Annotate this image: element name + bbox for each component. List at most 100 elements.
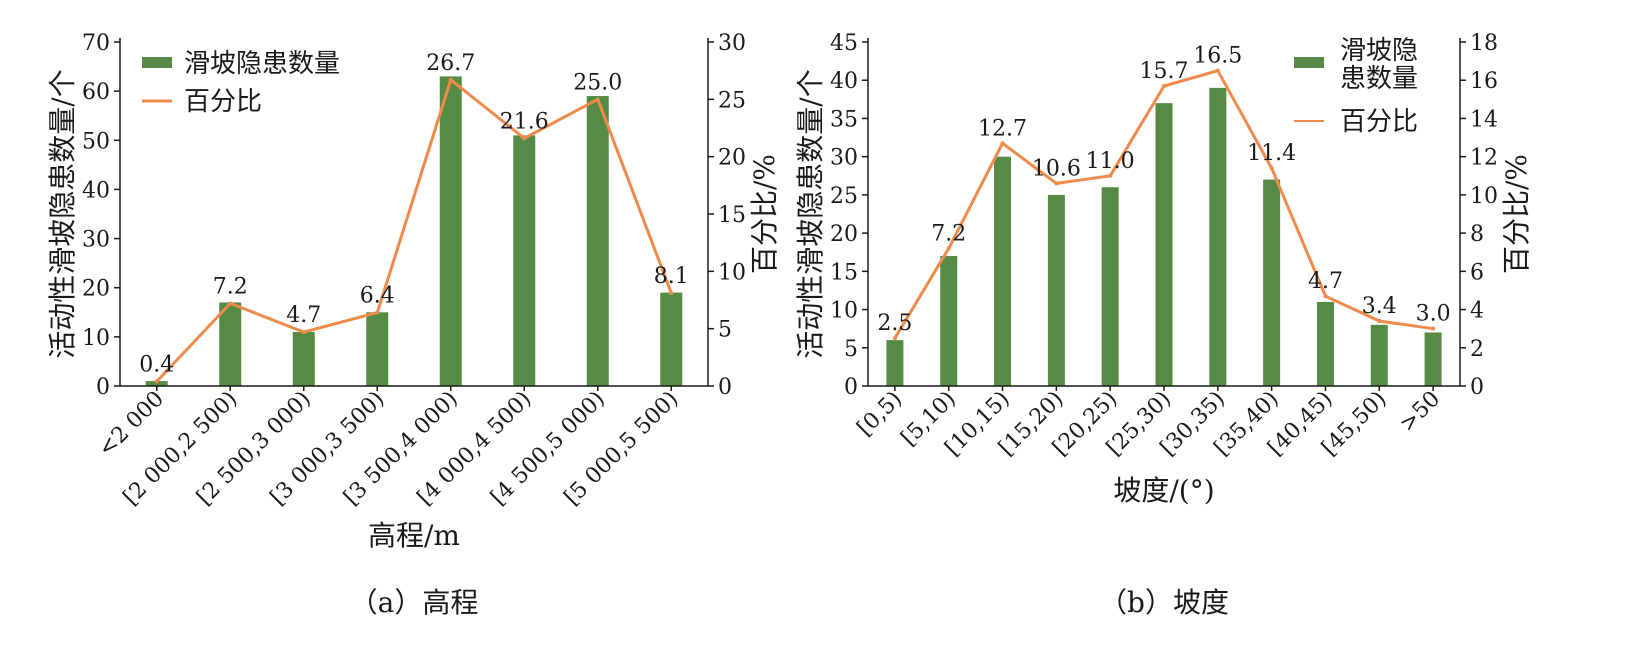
y-tick-label-1: 10: [82, 326, 110, 351]
line-point-1: [228, 301, 233, 306]
line-point-7: [669, 291, 674, 296]
data-label-2: 4.7: [286, 303, 321, 328]
y2-tick-label-1: 2: [1470, 337, 1484, 362]
legend-line-label: 百分比: [1340, 107, 1418, 137]
y-tick-label-4: 20: [830, 222, 858, 247]
data-label-0: 0.4: [139, 352, 174, 377]
x-axis-title: 坡度/(°): [1113, 474, 1214, 507]
y-tick-label-0: 0: [844, 375, 858, 400]
y2-tick-label-2: 10: [718, 260, 746, 285]
legend-bar-swatch: [142, 57, 172, 68]
bar-8: [1316, 301, 1334, 386]
line-point-0: [154, 379, 159, 384]
y-tick-label-5: 25: [830, 184, 858, 209]
bar-4: [439, 76, 462, 387]
line-point-3: [1054, 181, 1059, 186]
y-tick-label-6: 60: [82, 80, 110, 105]
legend-bar-swatch: [1294, 57, 1324, 68]
data-label-6: 16.5: [1193, 44, 1242, 69]
y-axis-title: 活动性滑坡隐患数量/个: [794, 69, 827, 358]
data-label-7: 8.1: [654, 264, 689, 289]
bar-1: [940, 256, 958, 386]
percent-line: [155, 78, 673, 383]
line-point-4: [1108, 173, 1113, 178]
y-tick-label-8: 40: [830, 69, 858, 94]
line-point-9: [1377, 319, 1382, 324]
line-point-6: [595, 97, 600, 102]
y2-tick-label-6: 30: [718, 31, 746, 56]
bar-2: [292, 331, 315, 386]
bar-0: [145, 381, 168, 386]
line-point-7: [1269, 166, 1274, 171]
bar-6: [1209, 87, 1227, 386]
line-point-6: [1215, 68, 1220, 73]
data-label-4: 11.0: [1086, 149, 1135, 174]
data-label-0: 2.5: [877, 311, 912, 336]
data-label-3: 6.4: [360, 284, 395, 309]
y2-tick-label-5: 10: [1470, 184, 1498, 209]
y-axis-title: 活动性滑坡隐患数量/个: [46, 69, 79, 358]
data-label-8: 4.7: [1308, 269, 1343, 294]
line-point-5: [522, 136, 527, 141]
y2-tick-label-9: 18: [1470, 31, 1498, 56]
bar-3: [1047, 194, 1065, 386]
y-tick-label-4: 40: [82, 178, 110, 203]
line-point-1: [946, 246, 951, 251]
data-label-2: 12.7: [978, 116, 1027, 141]
y-tick-label-3: 30: [82, 228, 110, 253]
y-tick-label-1: 5: [844, 337, 858, 362]
line-point-8: [1323, 294, 1328, 299]
bar-2: [994, 156, 1012, 386]
bar-5: [1155, 103, 1173, 387]
x-tick-label-10: >50: [1395, 387, 1446, 438]
data-label-5: 15.7: [1140, 59, 1189, 84]
y-tick-label-3: 15: [830, 260, 858, 285]
figure-caption: （b）坡度: [1099, 586, 1229, 619]
data-label-3: 10.6: [1032, 156, 1081, 181]
y2-tick-label-5: 25: [718, 88, 746, 113]
chart-0: 0.47.24.76.426.721.625.08.10102030405060…: [46, 31, 781, 619]
data-label-1: 7.2: [931, 221, 966, 246]
line-point-2: [1000, 141, 1005, 146]
y2-tick-label-4: 20: [718, 146, 746, 171]
line-point-5: [1162, 83, 1166, 88]
y-tick-label-2: 20: [82, 277, 110, 302]
legend-bar-label-1: 滑坡隐: [1340, 36, 1418, 66]
y2-tick-label-0: 0: [1470, 375, 1484, 400]
data-label-4: 26.7: [426, 51, 475, 76]
bar-9: [1370, 324, 1388, 386]
data-label-6: 25.0: [573, 70, 622, 95]
chart-1: 2.5 7.2 12.710.6 11.0 15.716.5 11.4 4.7 3.4 3.0 0…: [794, 31, 1533, 619]
bar-4: [1101, 187, 1119, 386]
y2-tick-label-3: 6: [1470, 260, 1484, 285]
legend-bar-label: 滑坡隐患数量: [184, 49, 340, 79]
y2-tick-label-3: 15: [718, 203, 746, 228]
bar-7: [660, 292, 683, 386]
y2-tick-label-1: 5: [718, 318, 732, 343]
bar-10: [1424, 332, 1442, 386]
bar-5: [513, 135, 536, 386]
data-label-9: 3.4: [1362, 294, 1397, 319]
y-tick-label-0: 0: [96, 375, 110, 400]
y-tick-label-7: 35: [830, 107, 858, 132]
y-tick-label-9: 45: [830, 31, 858, 56]
y2-axis-title: 百分比/%: [1500, 154, 1533, 274]
line-point-3: [375, 310, 380, 315]
bar-3: [366, 312, 389, 386]
bar-6: [586, 96, 609, 387]
x-axis-title: 高程/m: [368, 519, 460, 552]
data-label-1: 7.2: [213, 274, 248, 299]
bar-0: [886, 340, 904, 386]
legend-bar-label-2: 患数量: [1340, 64, 1418, 94]
line-point-10: [1431, 326, 1436, 331]
y-tick-label-6: 30: [830, 146, 858, 171]
line-point-0: [892, 336, 897, 341]
y2-tick-label-4: 8: [1470, 222, 1484, 247]
y2-tick-label-6: 12: [1470, 146, 1498, 171]
y-tick-label-2: 10: [830, 299, 858, 324]
y-tick-label-7: 70: [82, 31, 110, 56]
